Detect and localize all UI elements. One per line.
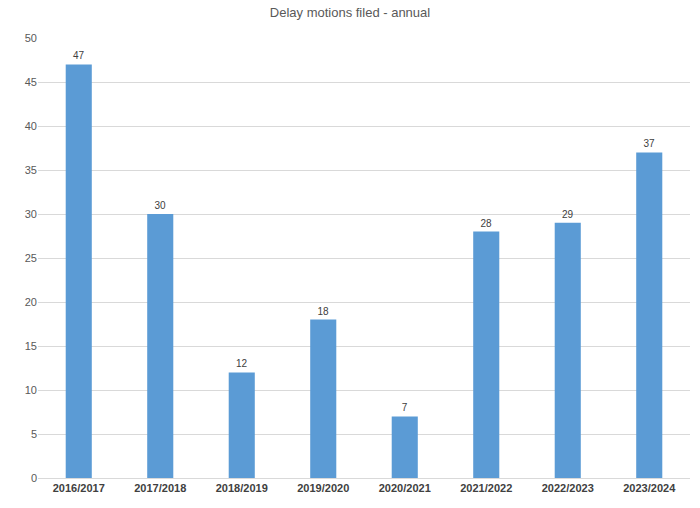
svg-text:10: 10: [25, 384, 37, 396]
svg-text:2016/2017: 2016/2017: [53, 482, 105, 494]
svg-text:18: 18: [317, 306, 329, 317]
svg-text:30: 30: [25, 208, 37, 220]
svg-text:30: 30: [154, 200, 166, 211]
svg-text:2022/2023: 2022/2023: [542, 482, 594, 494]
svg-text:47: 47: [73, 50, 85, 61]
svg-text:35: 35: [25, 164, 37, 176]
svg-text:40: 40: [25, 120, 37, 132]
svg-text:5: 5: [31, 428, 37, 440]
svg-text:2023/2024: 2023/2024: [623, 482, 676, 494]
svg-text:2019/2020: 2019/2020: [297, 482, 349, 494]
svg-text:2018/2019: 2018/2019: [216, 482, 268, 494]
svg-text:7: 7: [402, 402, 408, 413]
svg-text:2017/2018: 2017/2018: [134, 482, 186, 494]
svg-text:Delay motions filed - annual: Delay motions filed - annual: [270, 5, 431, 20]
svg-text:2020/2021: 2020/2021: [379, 482, 431, 494]
svg-text:25: 25: [25, 252, 37, 264]
svg-text:20: 20: [25, 296, 37, 308]
svg-text:28: 28: [480, 218, 492, 229]
svg-text:2021/2022: 2021/2022: [460, 482, 512, 494]
svg-text:0: 0: [31, 472, 37, 484]
svg-text:50: 50: [25, 32, 37, 44]
svg-text:29: 29: [562, 209, 574, 220]
svg-text:12: 12: [236, 358, 248, 369]
svg-text:15: 15: [25, 340, 37, 352]
svg-text:45: 45: [25, 76, 37, 88]
svg-text:37: 37: [643, 138, 655, 149]
